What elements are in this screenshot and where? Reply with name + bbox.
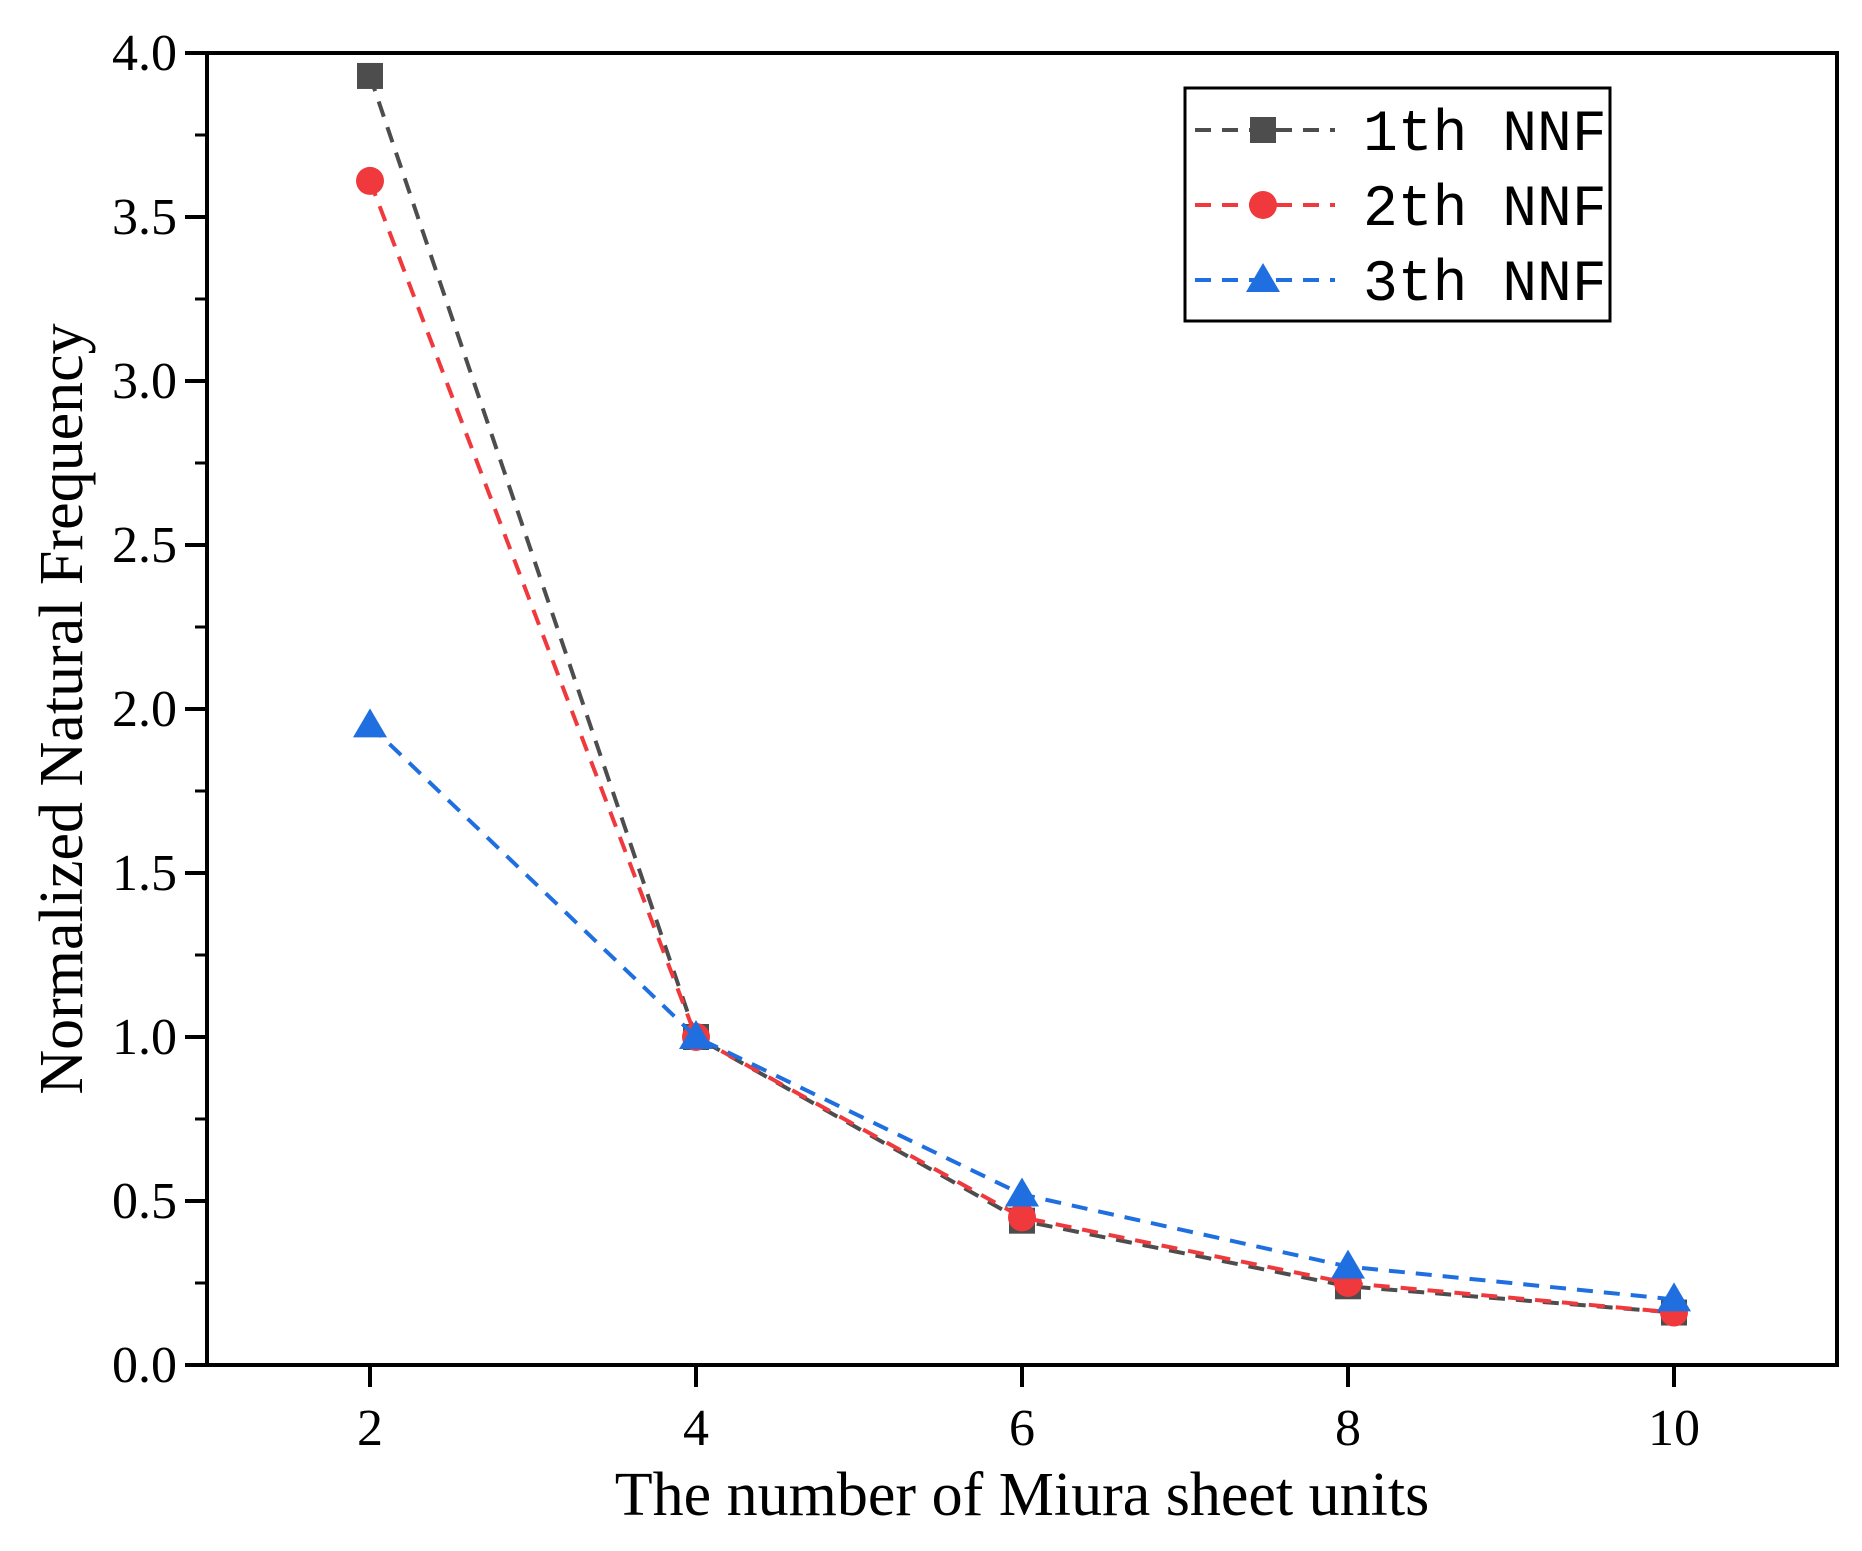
series-3-point (353, 708, 387, 738)
y-tick-label: 4.0 (112, 25, 177, 82)
axes-layer: 2 4 6 8 10 0.0 0.5 1.0 1.5 2.0 2.5 3.0 3.5 4.0 (112, 25, 1700, 1457)
legend-marker-1 (1250, 117, 1276, 143)
x-tick-label: 2 (357, 1400, 383, 1457)
series-2-point (1008, 1203, 1036, 1232)
series-3-point (1331, 1249, 1365, 1279)
x-tick-label: 8 (1335, 1400, 1361, 1457)
series-3-point (1005, 1177, 1039, 1207)
series-layer (353, 62, 1691, 1327)
y-tick-label: 1.5 (112, 845, 177, 902)
y-tick-label: 2.0 (112, 681, 177, 738)
legend-label-2: 2th NNF (1363, 178, 1607, 243)
y-tick-label: 1.0 (112, 1009, 177, 1066)
x-tick-label: 4 (683, 1400, 709, 1457)
legend-label-3: 3th NNF (1363, 253, 1607, 318)
y-tick-label: 2.5 (112, 517, 177, 574)
x-tick-label: 6 (1009, 1400, 1035, 1457)
legend-marker-2 (1249, 191, 1277, 219)
series-1-point (357, 62, 383, 89)
legend-marker-3 (1246, 263, 1280, 292)
legend-label-1: 1th NNF (1363, 103, 1607, 168)
y-tick-label: 0.0 (112, 1337, 177, 1394)
y-tick-label: 3.0 (112, 353, 177, 410)
x-tick-label: 10 (1648, 1400, 1700, 1457)
series-3 (353, 708, 1691, 1312)
y-tick-label: 3.5 (112, 189, 177, 246)
y-axis-title: Normalized Natural Frequency (28, 323, 96, 1094)
y-tick-label: 0.5 (112, 1173, 177, 1230)
legend: 1th NNF 2th NNF 3th NNF (1183, 86, 1612, 323)
series-2-line (368, 180, 1675, 1315)
x-axis-title: The number of Miura sheet units (615, 1461, 1429, 1529)
series-3-point (679, 1020, 713, 1049)
series-2-point (356, 166, 384, 195)
series-3-point (1657, 1282, 1691, 1312)
